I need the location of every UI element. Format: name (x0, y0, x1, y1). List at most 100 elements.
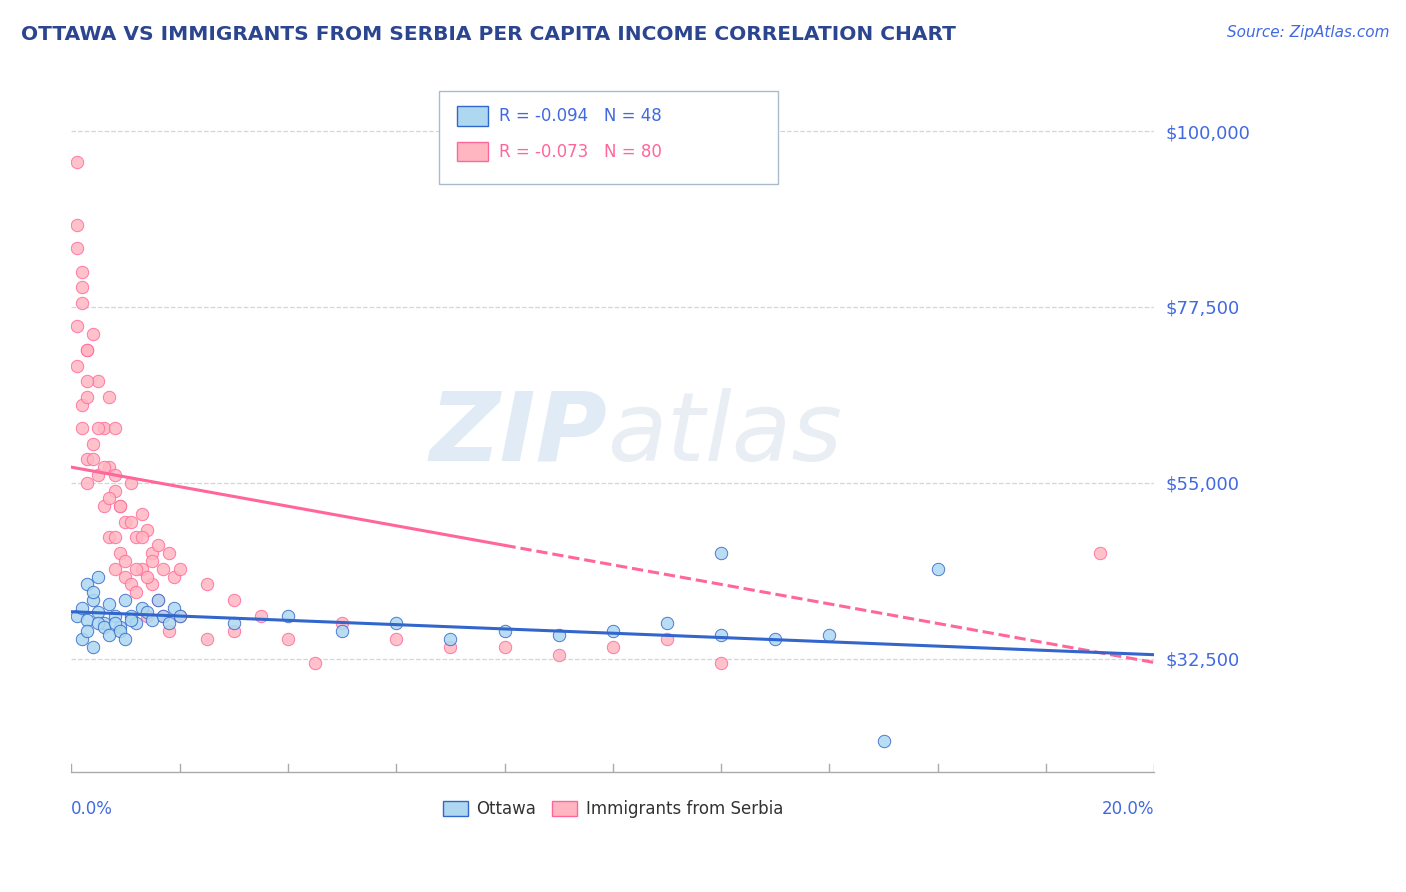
Point (710, 628, 733, 642)
Point (76, 343, 98, 357)
Point (98, 628, 121, 642)
Point (136, 523, 159, 537)
Text: 0.0%: 0.0% (72, 800, 112, 818)
Point (146, 593, 169, 607)
Point (82, 452, 104, 467)
Point (114, 554, 136, 568)
Point (70, 600, 93, 615)
Y-axis label: Per Capita Income: Per Capita Income (0, 351, 7, 491)
Point (114, 632, 136, 646)
Point (169, 608, 191, 623)
Point (108, 500, 131, 514)
Point (103, 421, 125, 435)
Point (114, 593, 136, 607)
Point (103, 562, 125, 576)
Point (76, 452, 98, 467)
Point (108, 500, 131, 514)
Point (222, 593, 245, 607)
Point (76, 624, 98, 639)
Point (108, 546, 131, 560)
Point (195, 577, 218, 591)
Text: atlas: atlas (607, 388, 842, 481)
Point (277, 632, 299, 646)
Point (98, 460, 121, 475)
Point (125, 531, 148, 545)
Point (710, 656, 733, 670)
Point (103, 467, 125, 482)
Point (169, 562, 191, 576)
Point (136, 605, 159, 619)
Point (82, 585, 104, 599)
Point (66, 319, 89, 334)
Point (114, 569, 136, 583)
Point (439, 640, 461, 654)
Point (222, 624, 245, 639)
Point (141, 554, 163, 568)
Point (76, 613, 98, 627)
Text: Source: ZipAtlas.com: Source: ZipAtlas.com (1226, 25, 1389, 40)
Point (103, 483, 125, 498)
Point (818, 628, 841, 642)
Text: OTTAWA VS IMMIGRANTS FROM SERBIA PER CAPITA INCOME CORRELATION CHART: OTTAWA VS IMMIGRANTS FROM SERBIA PER CAP… (21, 25, 956, 44)
Point (93, 616, 115, 631)
Point (141, 546, 163, 560)
Point (152, 608, 174, 623)
Point (222, 616, 245, 631)
Point (277, 608, 299, 623)
Point (146, 538, 169, 552)
Point (66, 155, 89, 169)
Point (547, 648, 569, 662)
Point (98, 597, 121, 611)
Point (82, 436, 104, 450)
Point (655, 616, 678, 631)
Point (70, 632, 93, 646)
Point (330, 624, 353, 639)
Point (136, 569, 159, 583)
Point (82, 640, 104, 654)
Point (152, 608, 174, 623)
Point (195, 632, 218, 646)
Point (763, 632, 786, 646)
Point (93, 620, 115, 634)
Point (439, 632, 461, 646)
Point (103, 616, 125, 631)
Point (93, 421, 115, 435)
Point (120, 515, 142, 529)
Point (87, 467, 110, 482)
Point (152, 562, 174, 576)
Point (385, 616, 408, 631)
Point (103, 531, 125, 545)
Point (163, 569, 186, 583)
Point (70, 398, 93, 412)
Point (927, 562, 949, 576)
Text: 20.0%: 20.0% (1102, 800, 1154, 818)
Text: R = -0.094   N = 48: R = -0.094 N = 48 (499, 107, 662, 125)
Point (655, 632, 678, 646)
Point (120, 577, 142, 591)
Point (157, 616, 180, 631)
Point (98, 531, 121, 545)
Point (249, 608, 271, 623)
Point (87, 616, 110, 631)
Point (76, 374, 98, 388)
Point (120, 613, 142, 627)
Point (108, 620, 131, 634)
Text: ZIP: ZIP (430, 388, 607, 481)
Point (76, 343, 98, 357)
Point (1090, 546, 1112, 560)
Point (125, 562, 148, 576)
Point (304, 656, 326, 670)
Point (87, 605, 110, 619)
Point (82, 327, 104, 342)
Point (131, 600, 153, 615)
Point (872, 733, 894, 747)
Point (710, 546, 733, 560)
Point (141, 577, 163, 591)
Point (157, 546, 180, 560)
Point (163, 600, 186, 615)
Point (136, 608, 159, 623)
Point (169, 608, 191, 623)
Point (494, 624, 516, 639)
Point (602, 640, 624, 654)
Legend: Ottawa, Immigrants from Serbia: Ottawa, Immigrants from Serbia (436, 793, 790, 825)
